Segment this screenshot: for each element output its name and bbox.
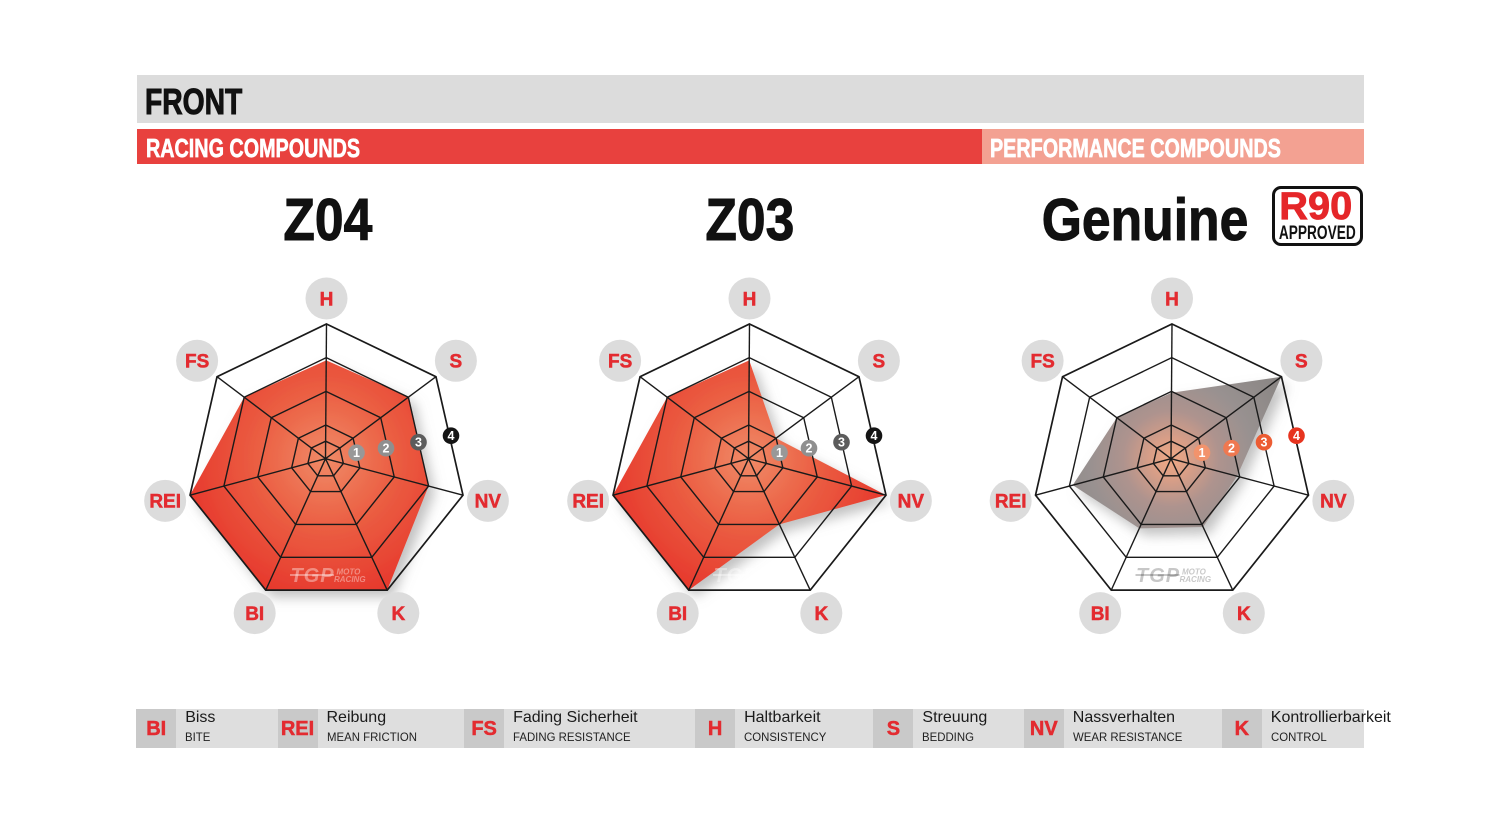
- svg-text:TGP: TGP: [291, 565, 335, 587]
- svg-text:S: S: [873, 352, 886, 373]
- svg-text:H: H: [1165, 289, 1179, 310]
- svg-text:FS: FS: [1030, 352, 1054, 373]
- svg-text:4: 4: [448, 429, 455, 443]
- svg-text:2: 2: [806, 442, 813, 456]
- svg-text:H: H: [743, 289, 757, 310]
- svg-text:1: 1: [353, 446, 360, 460]
- svg-text:BI: BI: [1091, 604, 1110, 625]
- svg-text:K: K: [391, 604, 405, 625]
- svg-text:REI: REI: [572, 492, 604, 513]
- svg-text:3: 3: [838, 436, 845, 450]
- svg-text:S: S: [450, 352, 463, 373]
- svg-text:RACING: RACING: [757, 575, 789, 584]
- svg-text:MOTO: MOTO: [1182, 568, 1207, 577]
- svg-text:4: 4: [1293, 429, 1300, 443]
- svg-text:S: S: [1295, 352, 1308, 373]
- svg-text:FS: FS: [185, 352, 209, 373]
- svg-text:4: 4: [871, 429, 878, 443]
- svg-text:2: 2: [1228, 442, 1235, 456]
- svg-text:FS: FS: [608, 352, 632, 373]
- svg-text:REI: REI: [995, 492, 1027, 513]
- svg-text:H: H: [320, 289, 334, 310]
- svg-text:MOTO: MOTO: [337, 568, 362, 577]
- svg-text:RACING: RACING: [1180, 575, 1212, 584]
- svg-text:3: 3: [1261, 436, 1268, 450]
- svg-text:K: K: [814, 604, 828, 625]
- svg-text:NV: NV: [1320, 492, 1347, 513]
- svg-text:2: 2: [383, 442, 390, 456]
- svg-text:RACING: RACING: [334, 575, 366, 584]
- svg-text:MOTO: MOTO: [760, 568, 785, 577]
- svg-text:3: 3: [415, 436, 422, 450]
- svg-text:K: K: [1237, 604, 1251, 625]
- svg-text:BI: BI: [668, 604, 687, 625]
- svg-text:TGP: TGP: [714, 565, 758, 587]
- svg-text:1: 1: [776, 446, 783, 460]
- svg-text:TGP: TGP: [1136, 565, 1180, 587]
- svg-text:NV: NV: [475, 492, 502, 513]
- svg-text:1: 1: [1199, 446, 1206, 460]
- svg-text:NV: NV: [898, 492, 925, 513]
- svg-text:BI: BI: [245, 604, 264, 625]
- svg-text:REI: REI: [149, 492, 181, 513]
